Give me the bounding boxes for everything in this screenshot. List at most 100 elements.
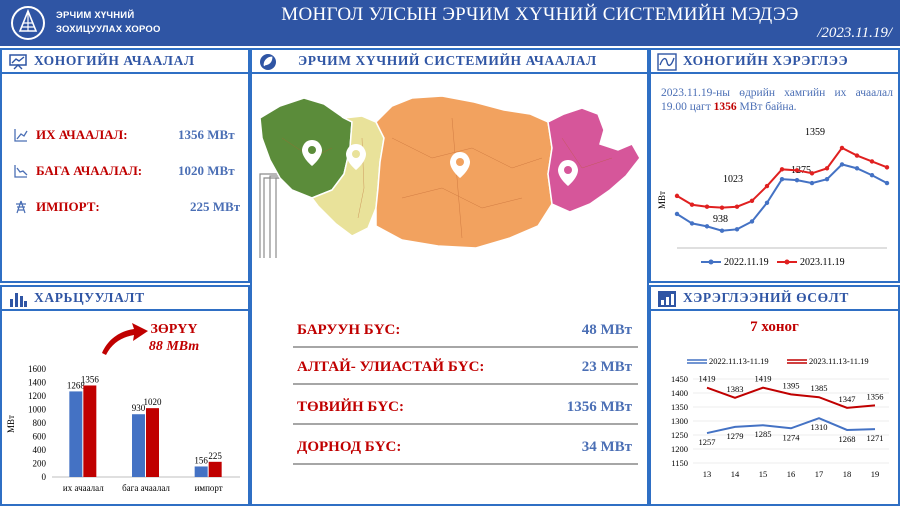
region-altai-divider <box>293 383 638 385</box>
bar <box>208 461 222 477</box>
map-region-east <box>547 107 641 213</box>
growth-value-label: 1310 <box>811 422 828 432</box>
system-load-header: ЭРЧИМ ХҮЧНИЙ СИСТЕМИЙН АЧААЛАЛ <box>252 48 647 74</box>
power-tower-icon <box>16 200 26 214</box>
growth-legend-2023: 2023.11.13-11.19 <box>809 356 869 366</box>
growth-value-label: 1419 <box>755 374 772 384</box>
region-west-value: 48 МВт <box>581 322 632 338</box>
org-line1: ЭРЧИМ ХҮЧНИЙ <box>56 10 135 21</box>
org-line2: ЗОХИЦУУЛАХ ХОРОО <box>56 24 161 35</box>
daily-legend: 2022.11.19 2023.11.19 <box>701 257 845 268</box>
daily-point <box>794 177 800 183</box>
daily-point <box>704 204 710 209</box>
bar <box>83 385 97 477</box>
daily-point <box>854 166 860 171</box>
bar <box>132 414 145 477</box>
region-row-east: ДОРНОД БҮС: 34 МВт <box>293 435 638 465</box>
daily-consumption-title: ХОНОГИЙН ХЭРЭГЛЭЭ <box>683 53 849 68</box>
note-value: 1356 <box>713 101 737 113</box>
daily-point <box>869 173 875 178</box>
growth-value-label: 1419 <box>699 374 716 384</box>
growth-legend-2022: 2022.11.13-11.19 <box>709 356 769 366</box>
growth-y-tick: 1400 <box>671 388 688 398</box>
daily-point <box>674 193 680 199</box>
diff-value: 88 МВт <box>149 339 199 354</box>
note-prefix: 2023.11.19-ны өдрийн хамгийн их ачаалал … <box>661 87 893 113</box>
daily-point <box>824 166 830 171</box>
growth-value-label: 1395 <box>783 380 800 390</box>
daily-label-1023: 1023 <box>723 174 743 185</box>
bar <box>194 466 208 477</box>
growth-x-tick: 17 <box>815 469 824 479</box>
daily-load-panel: ХОНОГИЙН АЧААЛАЛ ИХ АЧААЛАЛ: 1356 МВт БА… <box>0 48 250 283</box>
bar-y-tick: 1200 <box>28 391 47 401</box>
growth-y-tick: 1300 <box>671 416 688 426</box>
bar-y-tick: 1400 <box>28 378 47 388</box>
growth-value-label: 1274 <box>783 432 801 442</box>
system-load-panel: ЭРЧИМ ХҮЧНИЙ СИСТЕМИЙН АЧААЛАЛ <box>250 48 649 506</box>
bar-ylabel: МВт <box>6 415 16 433</box>
growth-y-tick: 1150 <box>671 458 688 468</box>
org-name: ЭРЧИМ ХҮЧНИЙ ЗОХИЦУУЛАХ ХОРОО <box>56 9 161 37</box>
daily-point <box>704 224 710 229</box>
region-west-divider <box>293 346 638 348</box>
bar-y-tick: 200 <box>33 459 47 469</box>
comparison-title: ХАРЬЦУУЛАЛТ <box>34 290 145 305</box>
daily-consumption-chart: МВт 1023 938 1359 1275 2022.11.19 2023.1… <box>657 127 890 268</box>
map-pin-west-icon[interactable] <box>302 140 322 166</box>
monitor-chart-icon <box>9 54 27 70</box>
daily-point <box>689 202 695 207</box>
bar-category-label: бага ачаалал <box>122 483 170 493</box>
stat-import-value: 225 МВт <box>190 199 241 214</box>
growth-x-tick: 16 <box>787 469 796 479</box>
report-date: /2023.11.19/ <box>817 25 892 41</box>
daily-consumption-panel: ХОНОГИЙН ХЭРЭГЛЭЭ 2023.11.19-ны өдрийн х… <box>649 48 900 283</box>
growth-x-tick: 13 <box>703 469 712 479</box>
region-east-name: ДОРНОД БҮС: <box>297 439 402 455</box>
growth-y-tick: 1450 <box>671 374 688 384</box>
region-row-west: БАРУУН БҮС: 48 МВт <box>293 318 638 348</box>
growth-value-label: 1271 <box>867 433 884 443</box>
daily-point <box>719 205 725 210</box>
region-west-name: БАРУУН БҮС: <box>297 322 401 338</box>
daily-point <box>854 153 860 158</box>
chart-down-icon <box>14 165 28 178</box>
daily-point <box>764 200 770 205</box>
map-pin-altai-icon[interactable] <box>346 144 366 170</box>
bar-y-tick: 1000 <box>28 405 47 415</box>
growth-subtitle: 7 хоног <box>750 319 799 335</box>
energy-leaf-icon <box>260 54 276 70</box>
growth-y-tick: 1350 <box>671 402 688 412</box>
bar <box>146 408 159 477</box>
region-east-value: 34 МВт <box>581 439 632 455</box>
daily-point <box>749 219 755 224</box>
daily-point <box>809 180 815 186</box>
daily-point <box>839 145 845 151</box>
daily-legend-2023: 2023.11.19 <box>800 257 845 268</box>
system-load-title: ЭРЧИМ ХҮЧНИЙ СИСТЕМИЙН АЧААЛАЛ <box>298 53 597 68</box>
daily-point <box>869 159 875 164</box>
daily-point <box>794 168 800 173</box>
chart-up-icon <box>14 129 28 142</box>
bar-value-label: 1356 <box>81 374 100 384</box>
growth-x-tick: 18 <box>843 469 852 479</box>
bar-y-tick: 600 <box>33 432 47 442</box>
growth-chart-icon <box>658 291 676 307</box>
daily-point <box>734 204 740 209</box>
bar-y-tick: 400 <box>33 445 47 455</box>
bar-category-label: импорт <box>195 483 223 493</box>
map-pin-central-icon[interactable] <box>450 152 470 178</box>
growth-legend: 2022.11.13-11.19 2023.11.13-11.19 <box>687 356 869 366</box>
header-bar: ЭРЧИМ ХҮЧНИЙ ЗОХИЦУУЛАХ ХОРОО МОНГОЛ УЛС… <box>0 0 900 46</box>
map-pin-east-icon[interactable] <box>558 160 578 186</box>
daily-consumption-note: 2023.11.19-ны өдрийн хамгийн их ачаалал … <box>661 86 893 114</box>
region-altai-name: АЛТАЙ- УЛИАСТАЙ БҮС: <box>297 359 485 375</box>
region-central-divider <box>293 423 638 425</box>
growth-y-tick: 1250 <box>671 430 688 440</box>
daily-point <box>824 176 830 182</box>
stat-peak-label: ИХ АЧААЛАЛ: <box>36 127 128 142</box>
growth-value-label: 1385 <box>811 383 828 393</box>
bar-value-label: 1268 <box>67 380 86 390</box>
bar-value-label: 930 <box>132 403 146 413</box>
bar-value-label: 1020 <box>144 397 163 407</box>
